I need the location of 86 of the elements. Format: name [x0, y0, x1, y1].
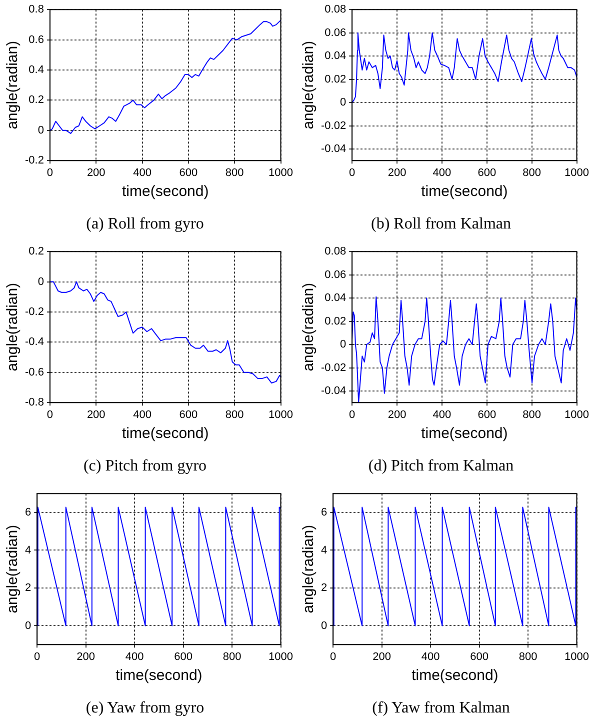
- x-tick-label: 1000: [564, 651, 590, 664]
- y-tick-label: 0.6: [28, 34, 44, 46]
- y-tick-label: -0.02: [320, 120, 346, 132]
- text: (a) Roll from gyro: [86, 216, 204, 233]
- x-tick-label: 800: [222, 651, 242, 664]
- y-axis-title: angle(radian): [300, 40, 318, 130]
- y-tick-label: 0.04: [324, 292, 346, 304]
- x-tick-label: 1000: [268, 167, 294, 180]
- x-tick-label: 400: [421, 651, 440, 664]
- y-axis-title: angle(radian): [300, 524, 318, 614]
- x-tick-label: 800: [225, 167, 244, 180]
- y-tick-label: 6: [320, 506, 328, 519]
- y-tick-label: 2: [320, 582, 328, 594]
- x-tick-label: 800: [225, 409, 244, 422]
- y-tick-label: -0.04: [320, 143, 346, 156]
- y-tick-label: -0.2: [24, 154, 44, 167]
- y-tick-label: 0.06: [324, 268, 346, 281]
- text: (b) Roll from Kalman: [371, 216, 511, 233]
- x-tick-label: 1000: [564, 409, 590, 422]
- text: (e) Yaw from gyro: [86, 700, 204, 717]
- text: (c) Pitch from gyro: [83, 458, 207, 475]
- x-tick-label: 800: [522, 409, 542, 422]
- x-tick-label: 600: [179, 409, 198, 422]
- text: (d) Pitch from Kalman: [368, 458, 514, 475]
- y-tick-label: 4: [24, 544, 32, 556]
- y-axis-title: angle(radian): [4, 524, 22, 614]
- x-tick-label: 400: [432, 167, 452, 180]
- y-tick-label: -0.6: [24, 366, 44, 378]
- x-tick-label: 400: [125, 651, 144, 664]
- y-axis-title: angle(radian): [4, 40, 22, 130]
- y-tick-label: 0: [320, 620, 328, 632]
- x-axis-title: time(second): [116, 666, 202, 684]
- x-tick-label: 0: [349, 409, 356, 422]
- text: (f) Yaw from Kalman: [372, 700, 510, 717]
- x-axis-title: time(second): [412, 666, 498, 684]
- y-tick-label: 0: [24, 620, 32, 632]
- x-tick-label: 200: [372, 651, 392, 664]
- y-tick-label: 4: [320, 544, 328, 556]
- x-tick-label: 0: [46, 409, 54, 422]
- x-axis-title: time(second): [122, 182, 209, 200]
- x-tick-label: 600: [478, 167, 496, 180]
- y-tick-label: 0.04: [324, 50, 346, 62]
- x-axis-title: time(second): [421, 182, 508, 200]
- x-tick-label: 600: [478, 409, 496, 422]
- x-tick-label: 600: [174, 651, 192, 664]
- x-tick-label: 1000: [268, 409, 294, 422]
- y-tick-label: 0.06: [324, 26, 346, 39]
- x-tick-label: 200: [388, 409, 406, 422]
- y-tick-label: 0.02: [324, 73, 346, 86]
- y-tick-label: 6: [24, 506, 32, 519]
- y-axis-title: angle(radian): [300, 282, 318, 372]
- y-tick-label: 0: [38, 276, 44, 288]
- y-tick-label: 0.08: [324, 246, 346, 258]
- x-tick-label: 1000: [268, 651, 294, 664]
- x-tick-label: 600: [179, 167, 198, 180]
- y-tick-label: 0: [340, 338, 346, 351]
- x-tick-label: 200: [86, 167, 106, 180]
- y-tick-label: -0.8: [24, 396, 44, 409]
- y-tick-label: -0.2: [24, 306, 44, 318]
- x-tick-label: 200: [76, 651, 96, 664]
- x-tick-label: 800: [522, 167, 542, 180]
- y-tick-label: -0.04: [320, 385, 346, 398]
- y-tick-label: 0.8: [28, 4, 44, 16]
- x-tick-label: 0: [349, 167, 356, 180]
- y-tick-label: -0.4: [24, 336, 44, 348]
- x-axis-title: time(second): [122, 424, 209, 442]
- x-tick-label: 200: [388, 167, 406, 180]
- x-axis-title: time(second): [421, 424, 508, 442]
- x-tick-label: 200: [86, 409, 106, 422]
- x-tick-label: 600: [470, 651, 488, 664]
- x-tick-label: 400: [432, 409, 452, 422]
- y-axis-title: angle(radian): [4, 282, 22, 372]
- y-tick-label: 0.4: [28, 64, 44, 76]
- y-tick-label: 2: [24, 582, 32, 594]
- y-tick-label: 0.08: [324, 4, 346, 16]
- x-tick-label: 0: [46, 167, 54, 180]
- y-tick-label: 0: [38, 124, 44, 136]
- y-tick-label: 0.2: [28, 246, 44, 258]
- x-tick-label: 400: [133, 167, 152, 180]
- x-tick-label: 800: [518, 651, 538, 664]
- x-tick-label: 400: [133, 409, 152, 422]
- y-tick-label: 0: [340, 96, 346, 109]
- y-tick-label: 0.2: [28, 94, 44, 106]
- y-tick-label: 0.02: [324, 315, 346, 328]
- y-tick-label: -0.02: [320, 362, 346, 374]
- x-tick-label: 1000: [564, 167, 590, 180]
